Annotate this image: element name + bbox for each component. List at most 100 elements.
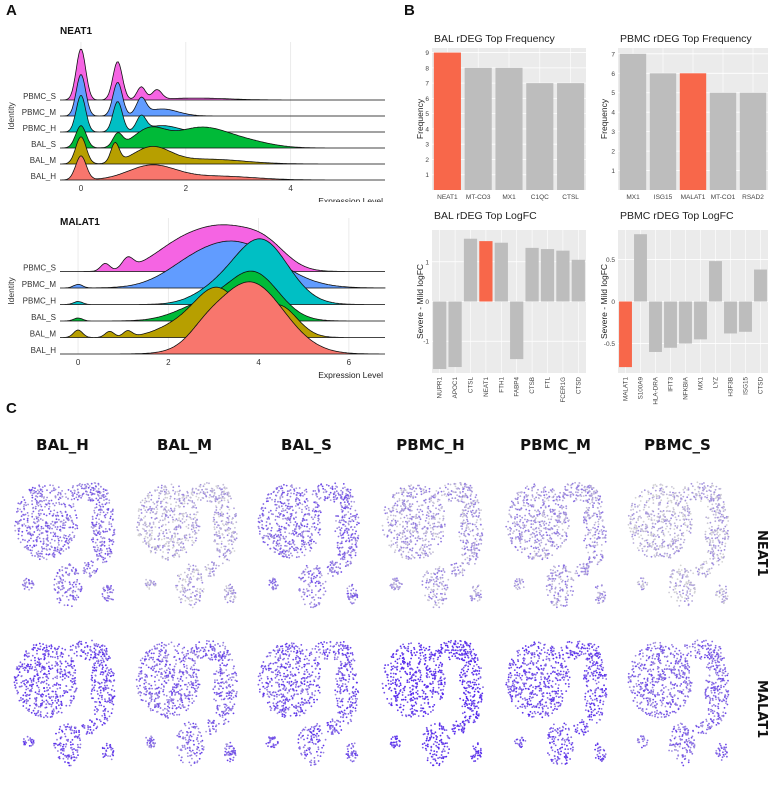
bar-ytick: -0.5 bbox=[604, 341, 616, 348]
ridge-xtick: 0 bbox=[79, 184, 84, 193]
bar-xtick: MT-CO3 bbox=[466, 194, 491, 201]
bar-xtick: MX1 bbox=[626, 194, 640, 201]
bar-isg15 bbox=[649, 73, 677, 190]
ridge-density-pbmc-m bbox=[60, 240, 386, 289]
bar-xtick: CTSL bbox=[468, 377, 475, 394]
bar-neat1 bbox=[433, 52, 461, 190]
bar-mx1 bbox=[495, 67, 523, 190]
bar-xtick: S100A9 bbox=[638, 377, 645, 400]
bar-xtick: ISG15 bbox=[654, 194, 673, 201]
bar-ytick: 8 bbox=[425, 65, 429, 72]
bar-h3f3b bbox=[724, 301, 737, 334]
ridge-xtick: 4 bbox=[288, 184, 293, 193]
ridge-label: BAL_S bbox=[31, 140, 56, 149]
bar-xtick: MALAT1 bbox=[623, 377, 630, 402]
ridge-label: PBMC_M bbox=[22, 280, 57, 289]
umap-plot-bal-s-malat1 bbox=[257, 640, 360, 766]
ridge-label: BAL_S bbox=[31, 313, 56, 322]
bar-ytick: 6 bbox=[611, 71, 615, 78]
umap-plot-pbmc-s-malat1 bbox=[627, 639, 730, 767]
bar-malat1 bbox=[619, 301, 632, 368]
panel-label-c: C bbox=[6, 400, 17, 417]
bar-xtick: FTL bbox=[545, 377, 552, 389]
ridge-plot-malat1: MALAT1 Identity 0 2 4 6 Expression Level BAL_H B… bbox=[6, 217, 386, 380]
umap-column-title: PBMC_M bbox=[520, 436, 591, 454]
bar-ytick: 1 bbox=[425, 259, 429, 266]
bar-xtick: FABP4 bbox=[514, 377, 521, 397]
bar-xtick: LYZ bbox=[713, 377, 720, 388]
bar-chart-title: BAL rDEG Top LogFC bbox=[434, 210, 537, 222]
bar-fcer1g bbox=[556, 250, 570, 302]
bar-xtick: FTH1 bbox=[498, 377, 505, 393]
ridge-xtick: 2 bbox=[184, 184, 189, 193]
bar-xtick: CTSL bbox=[562, 194, 579, 201]
bar-ytick: 5 bbox=[611, 90, 615, 97]
bar-xtick: FCER1G bbox=[560, 377, 567, 403]
bar-rsad2 bbox=[739, 92, 767, 190]
bar-ctsl bbox=[463, 238, 478, 302]
ridge-label: PBMC_M bbox=[22, 108, 57, 117]
bar-xtick: NFKBIA bbox=[683, 376, 690, 400]
bar-ytick: 3 bbox=[611, 129, 615, 136]
umap-plot-pbmc-m-neat1 bbox=[505, 481, 607, 609]
panel-label-b: B bbox=[404, 2, 415, 19]
bar-xtick: MALAT1 bbox=[681, 194, 706, 201]
bar-chart-pbmc-frequency: PBMC rDEG Top Frequency 1 2 3 4 5 6 7 MX1 ISG15 MA… bbox=[599, 33, 768, 201]
umap-plot-bal-m-malat1 bbox=[135, 640, 238, 767]
bar-nupr1 bbox=[433, 301, 447, 370]
bar-mt-co3 bbox=[464, 67, 492, 190]
bar-mx1 bbox=[619, 53, 647, 190]
umap-plot-pbmc-h-malat1 bbox=[381, 639, 484, 767]
bar-ytick: 4 bbox=[611, 110, 615, 117]
panel-label-a: A bbox=[6, 2, 17, 19]
ridge-xtick: 4 bbox=[256, 358, 261, 367]
bar-xtick: CTSD bbox=[575, 377, 582, 395]
bar-xtick: HLA-DRA bbox=[653, 376, 660, 404]
bar-xtick: CTSD bbox=[758, 377, 765, 395]
umap-row-label-malat1: MALAT1 bbox=[754, 680, 769, 739]
ridge-label: BAL_H bbox=[31, 346, 57, 355]
bar-ytick: 0 bbox=[425, 299, 429, 306]
ridge-label: BAL_M bbox=[30, 330, 57, 339]
bar-ftl bbox=[540, 249, 555, 302]
bar-xtick: ISG15 bbox=[743, 377, 750, 395]
bar-ytick: 2 bbox=[425, 157, 429, 164]
bar-ytick: -1 bbox=[423, 339, 429, 346]
bar-lyz bbox=[709, 261, 722, 302]
ridge-label: PBMC_H bbox=[23, 297, 57, 306]
bar-ytick: 0 bbox=[611, 299, 615, 306]
ridge-ylabel: Identity bbox=[6, 277, 16, 305]
ridge-density-bal-h bbox=[60, 155, 385, 181]
bar-chart-pbmc-logfc: PBMC rDEG Top LogFC -0.5 0 0.5 MALAT1 S100A9 H… bbox=[599, 210, 768, 405]
bar-ytick: 7 bbox=[425, 81, 429, 88]
bar-fabp4 bbox=[510, 301, 524, 360]
ridge-title: NEAT1 bbox=[60, 26, 92, 37]
ridge-density-bal-h bbox=[60, 281, 385, 355]
bar-xtick: MX1 bbox=[698, 377, 705, 390]
bar-nfkbia bbox=[679, 301, 692, 344]
ridge-label: PBMC_S bbox=[23, 92, 56, 101]
bar-ytick: 1 bbox=[611, 168, 615, 175]
bar-fth1 bbox=[494, 242, 508, 302]
ridge-density-pbmc-s bbox=[60, 48, 385, 101]
bar-s100a9 bbox=[634, 234, 647, 302]
bar-xtick: APOC1 bbox=[452, 377, 459, 399]
bar-ytick: 6 bbox=[425, 96, 429, 103]
bar-hla-dra bbox=[649, 301, 662, 352]
umap-column-title: PBMC_H bbox=[396, 436, 465, 454]
umap-column-title: PBMC_S bbox=[644, 436, 711, 454]
bar-chart-bal-frequency: BAL rDEG Top Frequency 1 2 3 4 5 6 7 8 9 NEAT1 MT-C… bbox=[415, 33, 586, 201]
bar-ytick: 1 bbox=[425, 172, 429, 179]
umap-column-title: BAL_S bbox=[281, 436, 332, 454]
bar-ctsd bbox=[754, 269, 767, 302]
bar-malat1 bbox=[679, 73, 707, 190]
bar-ctsl bbox=[557, 83, 585, 190]
ridge-xlabel: Expression Level bbox=[318, 196, 383, 202]
ridge-plot-neat1: NEAT1 Identity 0 2 4 Expression Level BAL_H BAL… bbox=[6, 26, 385, 202]
umap-plot-bal-h-neat1 bbox=[14, 482, 116, 608]
bar-c1qc bbox=[526, 83, 554, 190]
bar-chart-title: BAL rDEG Top Frequency bbox=[434, 33, 556, 45]
umap-column-title: BAL_H bbox=[36, 436, 89, 454]
bar-ylabel: Severe - Mild logFC bbox=[415, 264, 425, 339]
umap-plot-bal-h-malat1 bbox=[13, 639, 116, 767]
